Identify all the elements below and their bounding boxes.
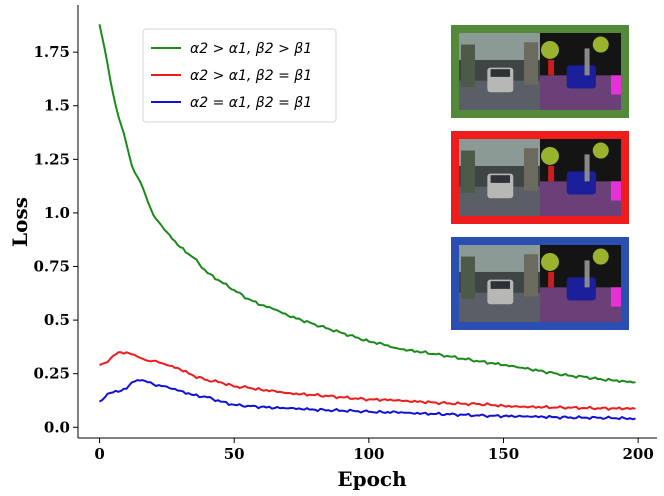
series-layer <box>98 24 636 421</box>
x-tick-label: 50 <box>224 445 245 463</box>
legend: α2 > α1, β2 > β1 α2 > α1, β2 = β1 α2 = α1,… <box>142 28 337 123</box>
y-tick-label: 1.25 <box>33 150 70 168</box>
y-tick-label: 1.75 <box>33 43 70 61</box>
segmentation-map <box>540 245 621 322</box>
legend-label-1: α2 > α1, β2 > β1 <box>190 41 312 57</box>
y-tick-label: 1.5 <box>44 97 70 115</box>
x-axis-title: Epoch <box>337 467 407 491</box>
series-line-3 <box>98 379 636 421</box>
y-tick-label: 0.5 <box>44 311 70 329</box>
street-photo <box>459 33 540 110</box>
x-tick-label: 200 <box>622 445 653 463</box>
axes <box>77 5 657 439</box>
series-line-1 <box>98 24 636 384</box>
x-tick-label: 0 <box>94 445 104 463</box>
street-photo <box>459 139 540 216</box>
x-tick-label: 100 <box>353 445 384 463</box>
inset-1 <box>451 25 629 118</box>
segmentation-insets <box>451 25 629 330</box>
inset-3 <box>451 237 629 330</box>
segmentation-map <box>540 33 621 110</box>
y-tick-label: 0.0 <box>44 418 70 436</box>
street-photo <box>459 245 540 322</box>
y-tick-label: 1.0 <box>44 204 70 222</box>
y-tick-label: 0.75 <box>33 258 70 276</box>
ticks: 0 50 100 150 200 0.0 0.25 0.5 0.75 1.0 1.25 1.5 1.75 <box>33 43 653 463</box>
x-tick-label: 150 <box>488 445 519 463</box>
y-axis-title: Loss <box>8 197 32 247</box>
legend-label-2: α2 > α1, β2 = β1 <box>190 68 312 84</box>
series-line-2 <box>99 351 636 411</box>
inset-2 <box>451 131 629 224</box>
segmentation-map <box>540 139 621 216</box>
legend-box <box>142 28 337 123</box>
legend-entries: α2 > α1, β2 > β1 α2 > α1, β2 = β1 α2 = α1,… <box>151 41 312 111</box>
y-tick-label: 0.25 <box>33 365 70 383</box>
legend-label-3: α2 = α1, β2 = β1 <box>190 95 312 111</box>
